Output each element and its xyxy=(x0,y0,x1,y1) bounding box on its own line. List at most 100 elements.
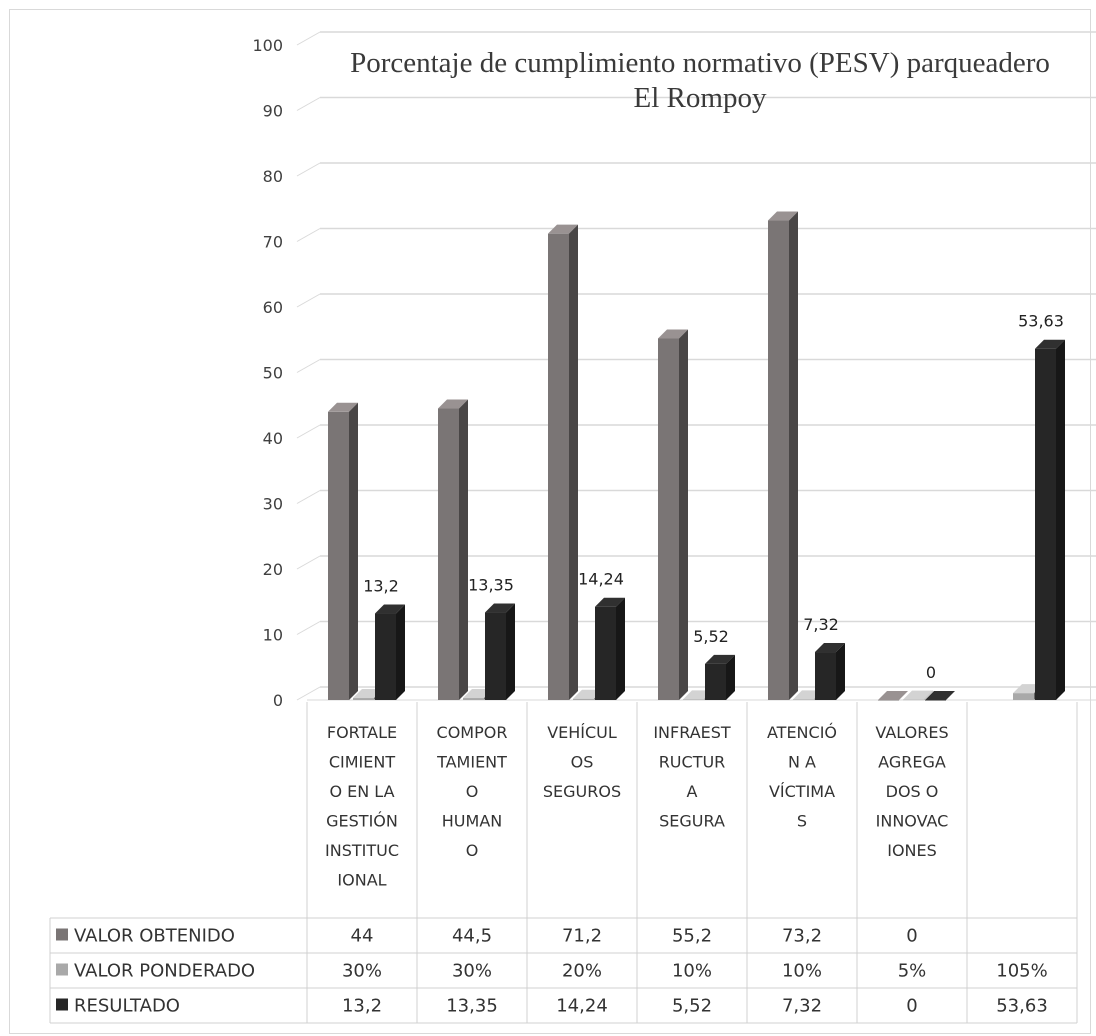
bar-front xyxy=(658,338,679,700)
bar-side xyxy=(349,402,358,700)
gridline-diag xyxy=(296,228,321,242)
bar-front xyxy=(768,220,789,701)
table-cell: 105% xyxy=(996,961,1047,982)
y-tick-label: 30 xyxy=(263,495,283,514)
bar-front xyxy=(683,699,704,700)
gridline-diag xyxy=(296,162,321,177)
gridline-diag xyxy=(296,424,321,439)
bar-front xyxy=(925,700,946,701)
bar xyxy=(438,399,468,700)
bar-top xyxy=(1035,339,1065,349)
y-tick-label: 70 xyxy=(263,233,283,252)
category-label: INNOVAC xyxy=(876,812,949,831)
category-label: INSTITUC xyxy=(325,841,399,860)
bar xyxy=(485,603,515,700)
table-cell: 5% xyxy=(898,961,927,982)
data-label: 14,24 xyxy=(578,570,624,589)
gridlines xyxy=(296,31,1096,701)
bar-side xyxy=(396,604,405,700)
bar-side xyxy=(924,690,933,700)
bar-front xyxy=(353,698,374,700)
category-label: VÍCTIMA xyxy=(769,782,835,801)
gridline-diag xyxy=(296,97,321,111)
bar xyxy=(595,597,625,700)
data-label: 53,63 xyxy=(1018,312,1064,331)
bar-front xyxy=(548,233,569,700)
table-cell: 44 xyxy=(351,926,374,947)
bar-top xyxy=(768,211,798,221)
chart-frame xyxy=(9,9,1091,1034)
gridline-diag xyxy=(296,621,321,635)
category-label: INFRAEST xyxy=(653,723,731,742)
bar xyxy=(375,604,405,700)
category-label: DOS O xyxy=(886,782,939,801)
category-label: GESTIÓN xyxy=(326,812,398,831)
gridline-diag xyxy=(296,686,321,701)
data-label: 13,35 xyxy=(468,576,514,595)
bar xyxy=(658,329,688,700)
bar-top xyxy=(705,654,735,664)
category-label: VEHÍCUL xyxy=(547,723,617,742)
bar-front xyxy=(438,408,459,700)
bar-side xyxy=(836,643,845,700)
data-label: 5,52 xyxy=(693,627,729,646)
category-label: OS xyxy=(571,753,594,772)
data-label: 7,32 xyxy=(803,615,839,634)
data-table: FORTALE CIMIENT O EN LA GESTIÓN INSTITUC IONA… xyxy=(49,702,1078,1024)
table-cell: 71,2 xyxy=(562,926,602,947)
table-cell: 30% xyxy=(452,961,492,982)
bar-front xyxy=(328,411,349,700)
bar-side xyxy=(569,224,578,700)
bar-top xyxy=(658,329,688,339)
bar-front xyxy=(815,652,836,700)
bar xyxy=(548,224,578,700)
y-tick-label: 0 xyxy=(273,691,283,710)
category-label: HUMAN xyxy=(442,812,502,831)
y-tick-label: 90 xyxy=(263,102,283,121)
category-label: FORTALE xyxy=(327,723,397,742)
y-tick-label: 80 xyxy=(263,167,283,186)
bar-top xyxy=(485,603,515,613)
bar-top xyxy=(438,399,468,409)
table-cell: 73,2 xyxy=(782,926,822,947)
legend-key xyxy=(56,928,68,941)
bar-front xyxy=(485,612,506,700)
category-label: O EN LA xyxy=(329,782,394,801)
category-label: RUCTUR xyxy=(659,753,726,772)
category-label: AGREGA xyxy=(878,753,946,772)
gridline-diag xyxy=(296,490,321,504)
category-label: SEGURA xyxy=(659,812,725,831)
category-label: N A xyxy=(788,753,816,772)
data-labels: 13,2 13,35 14,24 5,52 7,32 0 53,63 xyxy=(363,312,1064,682)
bar-side xyxy=(1056,339,1065,700)
chart-title-line-1: Porcentaje de cumplimiento normativo (PE… xyxy=(350,47,1050,79)
bar-front xyxy=(1035,348,1056,700)
category-label: IONAL xyxy=(337,871,386,890)
bar-top xyxy=(375,604,405,614)
bar xyxy=(815,643,845,700)
table-cell: 30% xyxy=(342,961,382,982)
table-cell: 13,2 xyxy=(342,996,382,1017)
bar xyxy=(1035,339,1065,700)
table-cell: 10% xyxy=(782,961,822,982)
y-axis-ticks: 0 10 20 30 40 50 60 70 80 90 100 xyxy=(252,36,283,710)
table-cell: 55,2 xyxy=(672,926,712,947)
gridline-diag xyxy=(296,555,321,570)
y-tick-label: 10 xyxy=(263,626,283,645)
table-cell: 53,63 xyxy=(996,996,1048,1017)
y-tick-label: 20 xyxy=(263,560,283,579)
table-cell: 0 xyxy=(906,926,917,947)
bar-front xyxy=(793,699,814,700)
category-label: O xyxy=(466,782,479,801)
bar-side xyxy=(506,603,515,700)
table-row-label: VALOR OBTENIDO xyxy=(74,926,235,947)
bar-side xyxy=(679,329,688,700)
bar-top xyxy=(548,224,578,234)
gridline-diag xyxy=(296,31,321,46)
bar xyxy=(925,691,955,701)
bar xyxy=(328,402,358,700)
bar-side xyxy=(616,597,625,700)
bar xyxy=(768,211,798,701)
bar-front xyxy=(573,698,594,700)
